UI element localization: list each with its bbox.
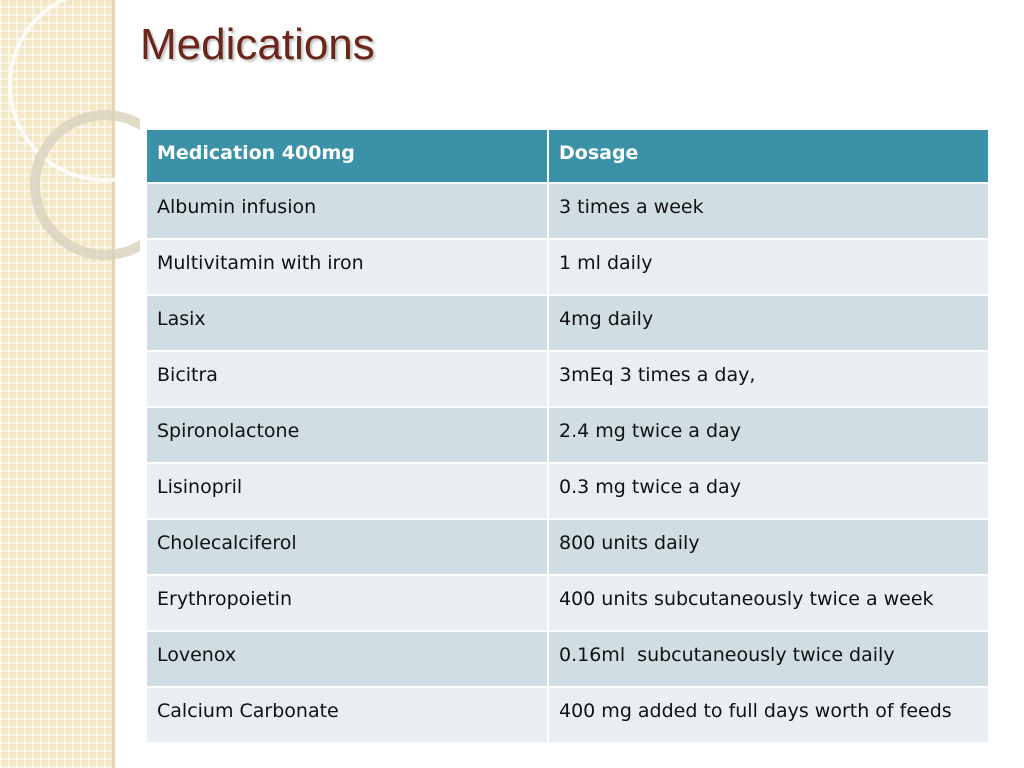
table-cell: Multivitamin with iron <box>145 238 549 296</box>
table-cell: 1 ml daily <box>547 238 990 296</box>
ring <box>8 0 140 182</box>
medication-table: Medication 400mg Dosage Albumin infusion 3… <box>145 128 990 744</box>
table-cell: 400 mg added to full days worth of feeds <box>547 686 990 744</box>
table-cell: Erythropoietin <box>145 574 549 632</box>
table-cell: 0.16ml subcutaneously twice daily <box>547 630 990 688</box>
table-cell: Albumin infusion <box>145 182 549 240</box>
header-row: Medication 400mg Dosage <box>145 128 990 184</box>
table-cell: 0.3 mg twice a day <box>547 462 990 520</box>
table-row: Cholecalciferol 800 units daily <box>145 518 990 576</box>
table-cell: 3mEq 3 times a day, <box>547 350 990 408</box>
table-cell: Lasix <box>145 294 549 352</box>
table-row: Albumin infusion 3 times a week <box>145 182 990 240</box>
decoration <box>8 0 140 260</box>
table-row: Spironolactone 2.4 mg twice a day <box>145 406 990 464</box>
column-header: Medication 400mg <box>145 128 549 184</box>
column-header: Dosage <box>547 128 990 184</box>
table-cell: Cholecalciferol <box>145 518 549 576</box>
table-cell: 3 times a week <box>547 182 990 240</box>
table-cell: 400 units subcutaneously twice a week <box>547 574 990 632</box>
slide-title: Medications <box>140 20 375 69</box>
table-cell: 2.4 mg twice a day <box>547 406 990 464</box>
table-cell: 800 units daily <box>547 518 990 576</box>
table-cell: Calcium Carbonate <box>145 686 549 744</box>
table-row: Lisinopril 0.3 mg twice a day <box>145 462 990 520</box>
table-cell: Lovenox <box>145 630 549 688</box>
table-cell: Lisinopril <box>145 462 549 520</box>
table-cell: 4mg daily <box>547 294 990 352</box>
table-row: Lasix 4mg daily <box>145 294 990 352</box>
side-edge <box>112 0 115 768</box>
table-row: Erythropoietin 400 units subcutaneously t… <box>145 574 990 632</box>
ring <box>30 110 140 260</box>
table-cell: Spironolactone <box>145 406 549 464</box>
table-cell: Bicitra <box>145 350 549 408</box>
table-row: Lovenox 0.16ml subcutaneously twice daily <box>145 630 990 688</box>
table-row: Calcium Carbonate 400 mg added to full da… <box>145 686 990 744</box>
table-row: Bicitra 3mEq 3 times a day, <box>145 350 990 408</box>
table-row: Multivitamin with iron 1 ml daily <box>145 238 990 296</box>
